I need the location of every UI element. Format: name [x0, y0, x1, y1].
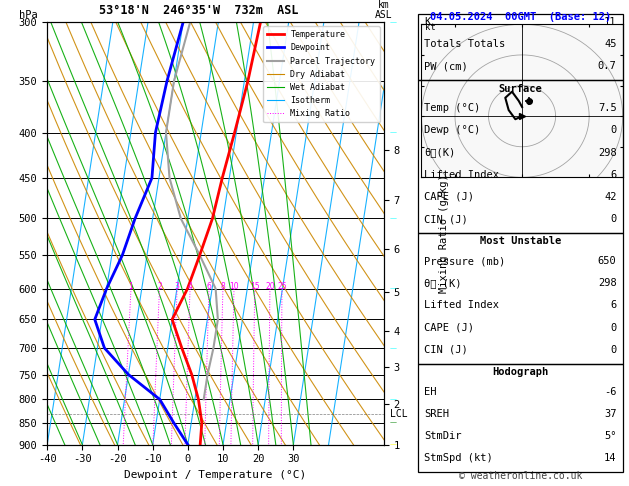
Text: 53°18'N  246°35'W  732m  ASL: 53°18'N 246°35'W 732m ASL [99, 4, 298, 17]
Text: 298: 298 [598, 148, 616, 157]
X-axis label: Dewpoint / Temperature (°C): Dewpoint / Temperature (°C) [125, 470, 306, 480]
Bar [418, 14, 623, 81]
Text: 0: 0 [610, 125, 616, 136]
Text: 3: 3 [175, 281, 179, 291]
Text: θᴇ(K): θᴇ(K) [425, 148, 455, 157]
Y-axis label: Mixing Ratio (g/kg): Mixing Ratio (g/kg) [438, 174, 448, 293]
Text: 14: 14 [604, 453, 616, 463]
Text: Pressure (mb): Pressure (mb) [425, 256, 506, 266]
Text: —: — [389, 420, 397, 426]
Text: 6: 6 [206, 281, 211, 291]
Text: km
ASL: km ASL [375, 0, 392, 20]
Text: —: — [389, 286, 397, 292]
Text: 8: 8 [221, 281, 225, 291]
Bar [418, 81, 623, 233]
Text: CIN (J): CIN (J) [425, 345, 468, 355]
Text: StmDir: StmDir [425, 431, 462, 441]
Text: Dewp (°C): Dewp (°C) [425, 125, 481, 136]
Text: Most Unstable: Most Unstable [480, 236, 561, 246]
Text: CAPE (J): CAPE (J) [425, 192, 474, 202]
Text: 6: 6 [610, 170, 616, 180]
Text: —: — [389, 397, 397, 402]
Text: -6: -6 [604, 387, 616, 397]
Text: θᴇ (K): θᴇ (K) [425, 278, 462, 288]
Text: 45: 45 [604, 39, 616, 49]
Text: 6: 6 [610, 300, 616, 311]
Text: PW (cm): PW (cm) [425, 61, 468, 71]
Text: Lifted Index: Lifted Index [425, 170, 499, 180]
Text: Totals Totals: Totals Totals [425, 39, 506, 49]
Text: 11: 11 [604, 17, 616, 27]
Text: 5°: 5° [604, 431, 616, 441]
Text: Lifted Index: Lifted Index [425, 300, 499, 311]
Text: 42: 42 [604, 192, 616, 202]
Text: —: — [389, 215, 397, 222]
Text: 7.5: 7.5 [598, 103, 616, 113]
Text: kt: kt [425, 23, 435, 33]
Text: CIN (J): CIN (J) [425, 214, 468, 224]
Text: K: K [425, 17, 431, 27]
Text: 650: 650 [598, 256, 616, 266]
Text: 298: 298 [598, 278, 616, 288]
Text: 20: 20 [265, 281, 275, 291]
Text: 0: 0 [610, 345, 616, 355]
Text: 2: 2 [157, 281, 162, 291]
Text: CAPE (J): CAPE (J) [425, 323, 474, 332]
Text: © weatheronline.co.uk: © weatheronline.co.uk [459, 471, 582, 482]
Text: Temp (°C): Temp (°C) [425, 103, 481, 113]
Text: Hodograph: Hodograph [493, 367, 548, 377]
Text: —: — [389, 130, 397, 136]
Text: 4: 4 [187, 281, 192, 291]
Text: —: — [389, 19, 397, 25]
Text: 0: 0 [610, 214, 616, 224]
Text: 10: 10 [229, 281, 239, 291]
Text: —: — [389, 345, 397, 351]
Text: 25: 25 [277, 281, 287, 291]
Text: —: — [389, 442, 397, 448]
Text: Surface: Surface [499, 84, 542, 93]
Bar [418, 233, 623, 364]
Text: 1: 1 [129, 281, 133, 291]
Text: hPa: hPa [19, 10, 37, 20]
Bar [418, 364, 623, 472]
Text: 04.05.2024  00GMT  (Base: 12): 04.05.2024 00GMT (Base: 12) [430, 12, 611, 22]
Text: LCL: LCL [391, 409, 408, 418]
Text: 0.7: 0.7 [598, 61, 616, 71]
Text: 15: 15 [250, 281, 260, 291]
Legend: Temperature, Dewpoint, Parcel Trajectory, Dry Adiabat, Wet Adiabat, Isotherm, Mi: Temperature, Dewpoint, Parcel Trajectory… [263, 26, 379, 122]
Text: 37: 37 [604, 409, 616, 419]
Text: SREH: SREH [425, 409, 449, 419]
Text: EH: EH [425, 387, 437, 397]
Text: StmSpd (kt): StmSpd (kt) [425, 453, 493, 463]
Text: 0: 0 [610, 323, 616, 332]
